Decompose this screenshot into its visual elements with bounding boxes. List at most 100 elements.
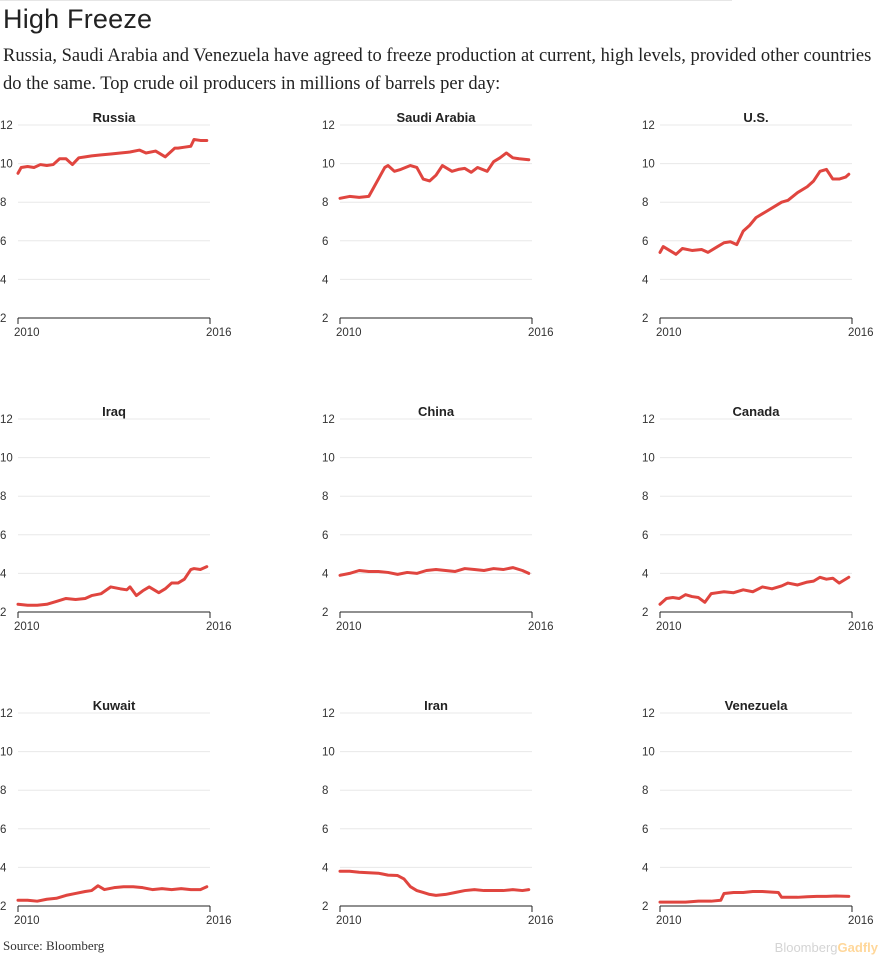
y-tick-label: 4 — [322, 274, 329, 286]
brand-logo-part1: Bloomberg — [774, 940, 838, 955]
x-tick-label: 2010 — [336, 327, 362, 339]
x-tick-label: 2016 — [206, 327, 232, 339]
y-tick-label: 4 — [642, 274, 649, 286]
chart-svg: Iran 2 4 6 8 10 12 2010 2016 — [322, 698, 554, 927]
y-tick-label: 10 — [642, 747, 655, 759]
chart-panel-canada: Canada 2 4 6 8 10 12 2010 2016 — [642, 404, 882, 654]
y-tick-label: 12 — [642, 414, 655, 426]
chart-title: Canada — [733, 404, 781, 419]
y-tick-label: 8 — [322, 785, 328, 797]
y-tick-label: 6 — [642, 530, 648, 542]
chart-title: Venezuela — [725, 698, 789, 713]
y-tick-label: 8 — [322, 491, 328, 503]
y-tick-label: 4 — [642, 568, 649, 580]
y-tick-label: 10 — [322, 453, 335, 465]
y-tick-label: 2 — [322, 313, 328, 325]
x-tick-label: 2010 — [656, 621, 682, 633]
series-line — [658, 575, 851, 606]
y-tick-label: 8 — [642, 785, 648, 797]
chart-panel-venezuela: Venezuela 2 4 6 8 10 12 2010 2016 — [642, 698, 882, 948]
y-tick-label: 12 — [642, 708, 655, 720]
y-tick-label: 8 — [642, 197, 648, 209]
chart-panel-saudi-arabia: Saudi Arabia 2 4 6 8 10 12 2010 2016 — [322, 110, 564, 360]
y-tick-label: 8 — [642, 491, 648, 503]
brand-logo: BloombergGadfly — [775, 940, 878, 955]
series-line — [338, 566, 531, 577]
x-tick-label: 2010 — [336, 621, 362, 633]
y-tick-label: 2 — [642, 901, 648, 913]
y-tick-label: 2 — [0, 901, 6, 913]
chart-title: China — [418, 404, 455, 419]
chart-panel-u-s-: U.S. 2 4 6 8 10 12 2010 2016 — [642, 110, 882, 360]
y-tick-label: 12 — [322, 708, 335, 720]
y-tick-label: 2 — [322, 607, 328, 619]
series-line — [16, 884, 209, 903]
y-tick-label: 8 — [0, 785, 6, 797]
brand-logo-part2: Gadfly — [837, 940, 878, 955]
chart-panel-kuwait: Kuwait 2 4 6 8 10 12 2010 2016 — [0, 698, 242, 948]
y-tick-label: 6 — [0, 824, 6, 836]
chart-svg: Russia 2 4 6 8 10 12 2010 2016 — [0, 110, 232, 339]
series-line — [338, 151, 531, 200]
series-line — [658, 890, 851, 904]
x-tick-label: 2016 — [848, 327, 874, 339]
y-tick-label: 12 — [642, 120, 655, 132]
chart-title: U.S. — [743, 110, 768, 125]
y-tick-label: 10 — [322, 747, 335, 759]
chart-panel-iran: Iran 2 4 6 8 10 12 2010 2016 — [322, 698, 564, 948]
series-line — [16, 137, 209, 175]
chart-panel-iraq: Iraq 2 4 6 8 10 12 2010 2016 — [0, 404, 242, 654]
chart-title: Kuwait — [93, 698, 136, 713]
chart-panel-russia: Russia 2 4 6 8 10 12 2010 2016 — [0, 110, 242, 360]
y-tick-label: 12 — [0, 120, 13, 132]
chart-svg: Venezuela 2 4 6 8 10 12 2010 2016 — [642, 698, 874, 927]
y-tick-label: 8 — [322, 197, 328, 209]
y-tick-label: 10 — [0, 747, 13, 759]
x-tick-label: 2010 — [656, 915, 682, 927]
x-tick-label: 2010 — [656, 327, 682, 339]
y-tick-label: 12 — [0, 414, 13, 426]
y-tick-label: 4 — [0, 274, 7, 286]
y-tick-label: 2 — [0, 313, 6, 325]
y-tick-label: 4 — [642, 862, 649, 874]
y-tick-label: 8 — [0, 491, 6, 503]
series-line — [658, 167, 851, 256]
x-tick-label: 2010 — [14, 621, 40, 633]
chart-title: Saudi Arabia — [397, 110, 477, 125]
x-tick-label: 2016 — [206, 915, 232, 927]
x-tick-label: 2010 — [14, 327, 40, 339]
y-tick-label: 2 — [0, 607, 6, 619]
page-title: High Freeze — [3, 4, 153, 34]
x-tick-label: 2016 — [848, 915, 874, 927]
y-tick-label: 6 — [322, 824, 328, 836]
y-tick-label: 12 — [322, 120, 335, 132]
y-tick-label: 6 — [322, 236, 328, 248]
chart-svg: Kuwait 2 4 6 8 10 12 2010 2016 — [0, 698, 232, 927]
chart-title: Iran — [424, 698, 448, 713]
y-tick-label: 4 — [0, 568, 7, 580]
series-line — [16, 565, 209, 607]
x-tick-label: 2010 — [14, 915, 40, 927]
x-tick-label: 2016 — [848, 621, 874, 633]
y-tick-label: 10 — [0, 453, 13, 465]
source-note: Source: Bloomberg — [3, 938, 105, 953]
y-tick-label: 10 — [0, 159, 13, 171]
y-tick-label: 4 — [322, 862, 329, 874]
y-tick-label: 8 — [0, 197, 6, 209]
y-tick-label: 2 — [322, 901, 328, 913]
y-tick-label: 12 — [0, 708, 13, 720]
x-tick-label: 2016 — [528, 327, 554, 339]
y-tick-label: 6 — [642, 824, 648, 836]
y-tick-label: 6 — [322, 530, 328, 542]
top-rule — [0, 0, 732, 1]
x-tick-label: 2016 — [528, 621, 554, 633]
chart-title: Iraq — [102, 404, 126, 419]
y-tick-label: 6 — [0, 530, 6, 542]
y-tick-label: 2 — [642, 607, 648, 619]
chart-svg: U.S. 2 4 6 8 10 12 2010 2016 — [642, 110, 874, 339]
series-line — [338, 869, 531, 897]
chart-svg: China 2 4 6 8 10 12 2010 2016 — [322, 404, 554, 633]
x-tick-label: 2016 — [206, 621, 232, 633]
y-tick-label: 6 — [642, 236, 648, 248]
chart-title: Russia — [93, 110, 136, 125]
